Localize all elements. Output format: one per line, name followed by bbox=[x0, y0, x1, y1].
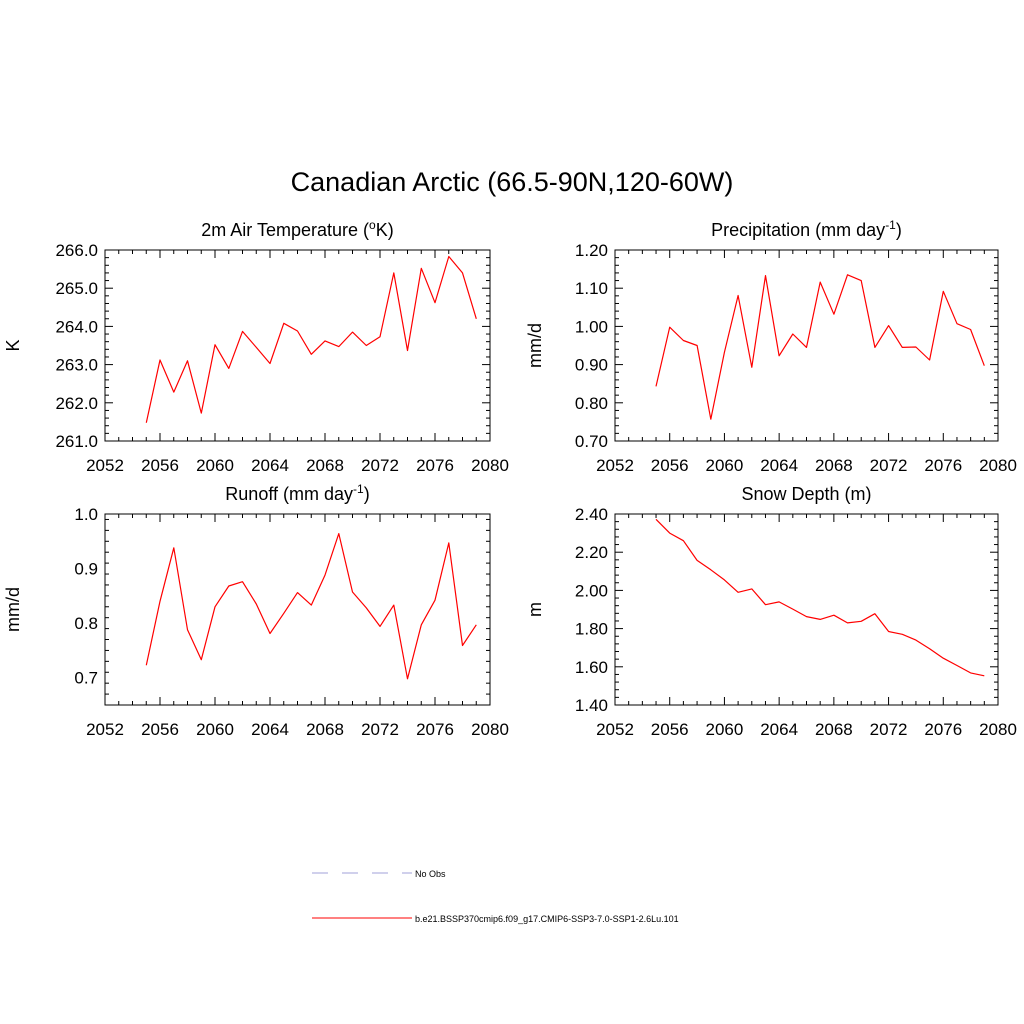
x-tick-label: 2068 bbox=[815, 456, 853, 475]
x-tick-label: 2060 bbox=[706, 456, 744, 475]
y-tick-label: 0.90 bbox=[575, 356, 608, 375]
y-tick-label: 1.00 bbox=[575, 317, 608, 336]
y-tick-label: 261.0 bbox=[55, 432, 98, 451]
x-tick-label: 2052 bbox=[596, 456, 634, 475]
x-tick-label: 2080 bbox=[979, 456, 1017, 475]
y-tick-label: 0.7 bbox=[74, 669, 98, 688]
x-tick-label: 2060 bbox=[706, 720, 744, 739]
legend-label: No Obs bbox=[415, 869, 446, 879]
x-tick-label: 2052 bbox=[86, 456, 124, 475]
x-tick-label: 2064 bbox=[251, 720, 289, 739]
x-tick-label: 2068 bbox=[815, 720, 853, 739]
x-tick-label: 2068 bbox=[306, 720, 344, 739]
panel-title-tail: K) bbox=[376, 220, 394, 240]
series-line bbox=[655, 518, 985, 677]
x-tick-label: 2052 bbox=[86, 720, 124, 739]
x-tick-label: 2072 bbox=[361, 720, 399, 739]
y-tick-label: 2.20 bbox=[575, 543, 608, 562]
chart-panel-4: 2052 2056 2060 2064 2068 2072 2076 2080 1.40 1.60… bbox=[525, 484, 1017, 739]
series-line bbox=[655, 274, 985, 420]
chart-panel-2: 2052 2056 2060 2064 2068 2072 2076 2080 0.70 0.80… bbox=[525, 218, 1017, 475]
y-tick-label: 2.40 bbox=[575, 505, 608, 524]
y-tick-label: 265.0 bbox=[55, 279, 98, 298]
x-tick-label: 2072 bbox=[870, 720, 908, 739]
y-tick-label: 0.80 bbox=[575, 394, 608, 413]
plot-frame bbox=[614, 513, 999, 706]
y-tick-label: 1.10 bbox=[575, 279, 608, 298]
y-tick-label: 266.0 bbox=[55, 241, 98, 260]
x-tick-label: 2060 bbox=[196, 456, 234, 475]
x-tick-label: 2076 bbox=[416, 720, 454, 739]
x-tick-label: 2064 bbox=[251, 456, 289, 475]
plot-frame bbox=[104, 513, 491, 706]
series-line bbox=[145, 255, 477, 423]
y-tick-label: 0.70 bbox=[575, 432, 608, 451]
y-tick-label: 0.9 bbox=[74, 560, 98, 579]
panel-title: 2m Air Temperature (oK) bbox=[201, 218, 393, 240]
chart-panel-1: 2052 2056 2060 2064 2068 2072 2076 2080 261.0 262… bbox=[3, 218, 509, 475]
y-tick-label: 264.0 bbox=[55, 317, 98, 336]
chart-panel-3: 2052 2056 2060 2064 2068 2072 2076 2080 0.7 0.8 0.… bbox=[3, 482, 509, 739]
panel-title-tail: ) bbox=[896, 220, 902, 240]
legend: No Obs b.e21.BSSP370cmip6.f09_g17.CMIP6-S… bbox=[312, 869, 679, 924]
panel-title-main: 2m Air Temperature ( bbox=[201, 220, 369, 240]
panel-title: Snow Depth (m) bbox=[741, 484, 871, 504]
plot-frame bbox=[104, 249, 491, 442]
y-tick-label: 1.40 bbox=[575, 696, 608, 715]
legend-label: b.e21.BSSP370cmip6.f09_g17.CMIP6-SSP3-7.… bbox=[415, 914, 679, 924]
x-tick-label: 2076 bbox=[924, 720, 962, 739]
x-tick-label: 2080 bbox=[471, 720, 509, 739]
x-tick-label: 2072 bbox=[870, 456, 908, 475]
y-axis-label: K bbox=[3, 339, 23, 351]
panel-title-superscript: o bbox=[369, 218, 376, 232]
panel-title-main: Precipitation (mm day bbox=[711, 220, 885, 240]
x-tick-label: 2056 bbox=[141, 456, 179, 475]
x-tick-label: 2076 bbox=[416, 456, 454, 475]
y-tick-label: 263.0 bbox=[55, 356, 98, 375]
x-tick-label: 2052 bbox=[596, 720, 634, 739]
y-axis-label: mm/d bbox=[3, 587, 23, 632]
y-tick-label: 1.0 bbox=[74, 505, 98, 524]
x-tick-label: 2056 bbox=[141, 720, 179, 739]
y-axis-label: mm/d bbox=[525, 323, 545, 368]
y-tick-label: 1.20 bbox=[575, 241, 608, 260]
x-tick-label: 2060 bbox=[196, 720, 234, 739]
panel-title: Runoff (mm day-1) bbox=[225, 482, 369, 504]
x-tick-label: 2056 bbox=[651, 720, 689, 739]
x-tick-label: 2056 bbox=[651, 456, 689, 475]
y-axis-label: m bbox=[525, 602, 545, 617]
x-tick-label: 2064 bbox=[760, 456, 798, 475]
panel-title-superscript: -1 bbox=[353, 482, 364, 496]
x-tick-label: 2080 bbox=[471, 456, 509, 475]
series-line bbox=[145, 532, 477, 680]
y-tick-label: 2.00 bbox=[575, 581, 608, 600]
panel-title-main: Snow Depth (m) bbox=[741, 484, 871, 504]
y-tick-label: 1.60 bbox=[575, 658, 608, 677]
y-tick-label: 262.0 bbox=[55, 394, 98, 413]
x-tick-label: 2076 bbox=[924, 456, 962, 475]
panel-title-main: Runoff (mm day bbox=[225, 484, 353, 504]
x-tick-label: 2068 bbox=[306, 456, 344, 475]
figure-title: Canadian Arctic (66.5-90N,120-60W) bbox=[290, 167, 734, 197]
y-tick-label: 0.8 bbox=[74, 614, 98, 633]
x-tick-label: 2064 bbox=[760, 720, 798, 739]
x-tick-label: 2080 bbox=[979, 720, 1017, 739]
y-tick-label: 1.80 bbox=[575, 620, 608, 639]
x-tick-label: 2072 bbox=[361, 456, 399, 475]
panel-title-superscript: -1 bbox=[885, 218, 896, 232]
panel-title: Precipitation (mm day-1) bbox=[711, 218, 902, 240]
panel-title-tail: ) bbox=[364, 484, 370, 504]
